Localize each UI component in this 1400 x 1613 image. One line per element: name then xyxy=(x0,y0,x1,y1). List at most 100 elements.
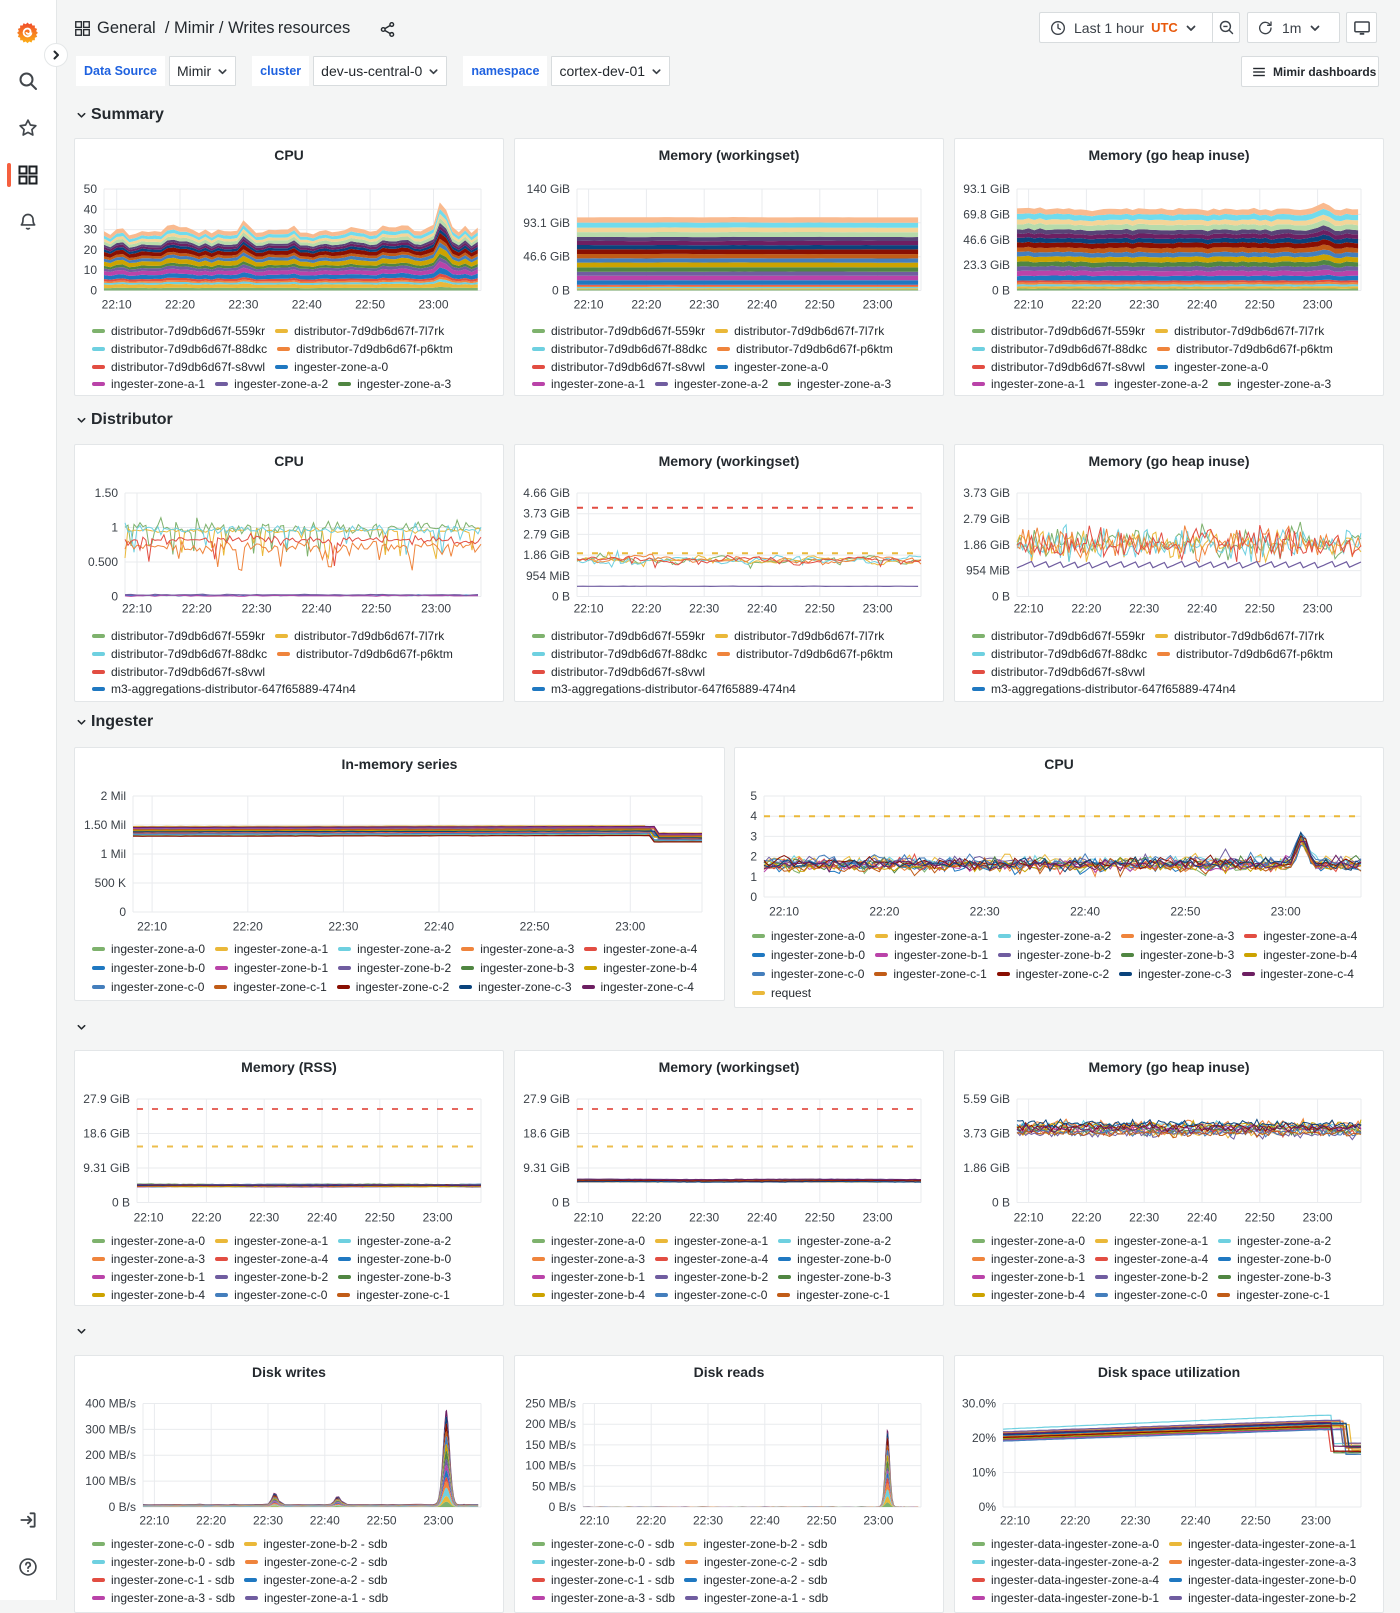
svg-text:3: 3 xyxy=(750,829,757,843)
svg-text:4: 4 xyxy=(750,809,757,823)
svg-text:0 B: 0 B xyxy=(112,1196,130,1210)
svg-text:22:10: 22:10 xyxy=(134,1211,164,1225)
svg-text:22:30: 22:30 xyxy=(249,1211,279,1225)
svg-text:22:30: 22:30 xyxy=(1129,602,1159,616)
svg-text:140 GiB: 140 GiB xyxy=(527,182,570,196)
svg-text:22:50: 22:50 xyxy=(1170,905,1200,919)
svg-text:22:40: 22:40 xyxy=(747,1211,777,1225)
svg-text:200 MB/s: 200 MB/s xyxy=(525,1417,576,1431)
svg-text:22:10: 22:10 xyxy=(574,1211,604,1225)
svg-text:22:40: 22:40 xyxy=(750,1514,780,1528)
svg-text:20: 20 xyxy=(84,243,98,257)
svg-text:0 B/s: 0 B/s xyxy=(109,1500,136,1514)
svg-text:2.79 GiB: 2.79 GiB xyxy=(523,527,570,541)
svg-text:1: 1 xyxy=(111,521,118,535)
svg-text:100 MB/s: 100 MB/s xyxy=(525,1459,576,1473)
svg-text:93.1 GiB: 93.1 GiB xyxy=(523,216,570,230)
svg-text:22:10: 22:10 xyxy=(122,602,152,616)
svg-text:23:00: 23:00 xyxy=(1271,905,1301,919)
svg-text:2: 2 xyxy=(750,850,757,864)
svg-text:22:30: 22:30 xyxy=(689,602,719,616)
svg-text:22:20: 22:20 xyxy=(196,1514,226,1528)
svg-text:22:20: 22:20 xyxy=(191,1211,221,1225)
svg-text:22:40: 22:40 xyxy=(1187,1211,1217,1225)
svg-text:0: 0 xyxy=(750,890,757,904)
svg-text:22:40: 22:40 xyxy=(307,1211,337,1225)
svg-text:0 B: 0 B xyxy=(992,1196,1010,1210)
svg-text:22:50: 22:50 xyxy=(1241,1514,1271,1528)
svg-text:18.6 GiB: 18.6 GiB xyxy=(523,1127,570,1141)
svg-text:18.6 GiB: 18.6 GiB xyxy=(83,1127,130,1141)
svg-text:22:30: 22:30 xyxy=(1129,298,1159,312)
svg-text:23:00: 23:00 xyxy=(863,1514,893,1528)
svg-text:22:50: 22:50 xyxy=(1245,1211,1275,1225)
svg-text:22:50: 22:50 xyxy=(365,1211,395,1225)
svg-text:69.8 GiB: 69.8 GiB xyxy=(963,207,1010,221)
svg-text:22:10: 22:10 xyxy=(102,298,132,312)
svg-text:20%: 20% xyxy=(972,1431,996,1445)
svg-text:50: 50 xyxy=(84,182,98,196)
svg-text:22:10: 22:10 xyxy=(1014,1211,1044,1225)
svg-text:22:40: 22:40 xyxy=(301,602,331,616)
svg-text:22:20: 22:20 xyxy=(233,920,263,934)
svg-text:30: 30 xyxy=(84,223,98,237)
svg-text:22:20: 22:20 xyxy=(631,1211,661,1225)
svg-text:22:30: 22:30 xyxy=(253,1514,283,1528)
svg-text:22:10: 22:10 xyxy=(1000,1514,1030,1528)
svg-text:22:40: 22:40 xyxy=(292,298,322,312)
svg-text:1.86 GiB: 1.86 GiB xyxy=(963,538,1010,552)
svg-text:954 MiB: 954 MiB xyxy=(966,564,1010,578)
svg-text:1.86 GiB: 1.86 GiB xyxy=(963,1161,1010,1175)
svg-text:46.6 GiB: 46.6 GiB xyxy=(523,250,570,264)
svg-text:22:40: 22:40 xyxy=(1187,298,1217,312)
svg-text:2 Mil: 2 Mil xyxy=(101,789,126,803)
svg-text:0.500: 0.500 xyxy=(88,555,118,569)
svg-text:23.3 GiB: 23.3 GiB xyxy=(963,258,1010,272)
svg-text:0: 0 xyxy=(111,590,118,604)
svg-text:22:20: 22:20 xyxy=(1060,1514,1090,1528)
svg-text:22:10: 22:10 xyxy=(139,1514,169,1528)
svg-text:200 MB/s: 200 MB/s xyxy=(85,1448,136,1462)
svg-text:0 B: 0 B xyxy=(552,284,570,298)
svg-text:5.59 GiB: 5.59 GiB xyxy=(963,1092,1010,1106)
svg-text:0 B: 0 B xyxy=(552,590,570,604)
svg-text:22:50: 22:50 xyxy=(805,1211,835,1225)
svg-text:1.50 Mil: 1.50 Mil xyxy=(84,818,126,832)
svg-text:22:30: 22:30 xyxy=(328,920,358,934)
svg-text:27.9 GiB: 27.9 GiB xyxy=(83,1092,130,1106)
svg-text:22:20: 22:20 xyxy=(631,602,661,616)
svg-text:22:40: 22:40 xyxy=(310,1514,340,1528)
svg-text:22:30: 22:30 xyxy=(228,298,258,312)
svg-text:23:00: 23:00 xyxy=(421,602,451,616)
svg-text:23:00: 23:00 xyxy=(1303,602,1333,616)
svg-text:22:50: 22:50 xyxy=(807,1514,837,1528)
svg-text:23:00: 23:00 xyxy=(418,298,448,312)
svg-text:22:20: 22:20 xyxy=(1071,1211,1101,1225)
svg-text:22:10: 22:10 xyxy=(1014,298,1044,312)
svg-text:22:50: 22:50 xyxy=(520,920,550,934)
svg-text:30.0%: 30.0% xyxy=(962,1397,996,1411)
svg-text:0 B: 0 B xyxy=(552,1196,570,1210)
svg-text:22:30: 22:30 xyxy=(689,298,719,312)
svg-text:22:20: 22:20 xyxy=(1071,602,1101,616)
svg-text:22:50: 22:50 xyxy=(367,1514,397,1528)
svg-text:10%: 10% xyxy=(972,1466,996,1480)
svg-text:22:50: 22:50 xyxy=(805,602,835,616)
svg-text:22:30: 22:30 xyxy=(242,602,272,616)
svg-text:23:00: 23:00 xyxy=(615,920,645,934)
svg-text:22:30: 22:30 xyxy=(1129,1211,1159,1225)
svg-text:0 B/s: 0 B/s xyxy=(549,1500,576,1514)
svg-text:23:00: 23:00 xyxy=(863,602,893,616)
svg-text:954 MiB: 954 MiB xyxy=(526,569,570,583)
svg-text:22:30: 22:30 xyxy=(1120,1514,1150,1528)
svg-text:0 B: 0 B xyxy=(992,284,1010,298)
svg-text:400 MB/s: 400 MB/s xyxy=(85,1397,136,1411)
svg-text:22:30: 22:30 xyxy=(693,1514,723,1528)
svg-text:9.31 GiB: 9.31 GiB xyxy=(523,1161,570,1175)
svg-text:23:00: 23:00 xyxy=(1301,1514,1331,1528)
svg-text:22:40: 22:40 xyxy=(747,602,777,616)
svg-text:23:00: 23:00 xyxy=(863,1211,893,1225)
svg-text:9.31 GiB: 9.31 GiB xyxy=(83,1161,130,1175)
svg-text:22:20: 22:20 xyxy=(182,602,212,616)
svg-text:22:40: 22:40 xyxy=(1187,602,1217,616)
